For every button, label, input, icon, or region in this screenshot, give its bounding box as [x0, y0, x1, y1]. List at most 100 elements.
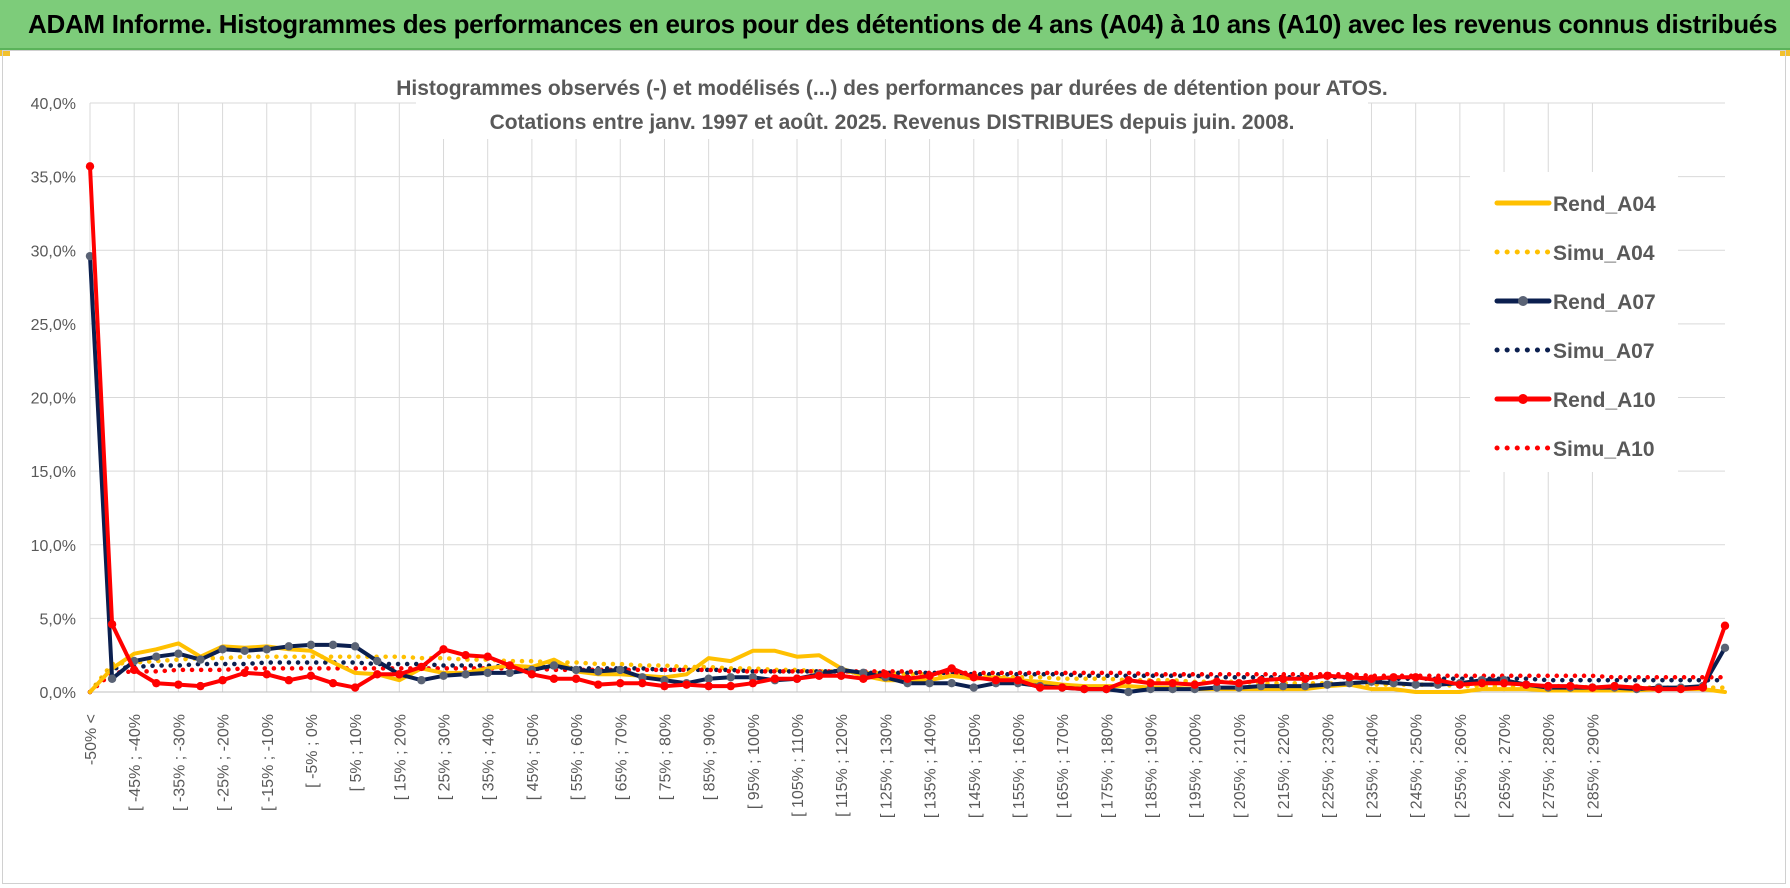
- series-line-simu_a07: [87, 660, 1728, 695]
- x-tick-label: [ -25% ; -20%: [216, 714, 233, 811]
- legend: Rend_A04 Simu_A04 Rend_A07 Simu_A07 Rend_A10…: [1494, 193, 1656, 461]
- data-point-rend_a10: [1477, 678, 1487, 688]
- legend-marker-rend_a10: [1518, 394, 1528, 404]
- x-tick-label: [ 285% ; 290%: [1585, 714, 1602, 818]
- data-point-rend_a10: [593, 680, 603, 689]
- data-point-rend_a10: [704, 681, 713, 691]
- x-tick-label: [ 55% ; 60%: [569, 714, 586, 800]
- data-point-rend_a10: [571, 674, 581, 683]
- data-point-rend_a07: [726, 673, 735, 682]
- x-tick-label: [ 135% ; 140%: [923, 714, 940, 818]
- data-point-rend_a10: [107, 620, 117, 629]
- x-tick-label: -50% <: [83, 714, 100, 765]
- data-point-rend_a10: [1256, 676, 1266, 685]
- data-point-rend_a10: [726, 681, 735, 691]
- x-tick-label: [ 115% ; 120%: [834, 714, 851, 817]
- data-point-rend_a07: [593, 667, 603, 676]
- grid-lines: [89, 102, 1725, 693]
- data-point-rend_a10: [638, 678, 647, 688]
- y-tick-label: 40,0%: [31, 96, 76, 113]
- data-point-rend_a10: [1146, 678, 1155, 688]
- legend-label-simu_a04: Simu_A04: [1553, 242, 1655, 265]
- data-point-rend_a10: [660, 681, 669, 691]
- x-tick-label: [ 215% ; 220%: [1276, 714, 1293, 818]
- x-tick-label: [ 35% ; 40%: [481, 714, 498, 800]
- data-point-rend_a10: [1013, 676, 1023, 685]
- data-point-rend_a10: [748, 678, 758, 688]
- legend-label-simu_a10: Simu_A10: [1553, 438, 1655, 461]
- data-point-rend_a07: [947, 678, 956, 688]
- data-point-rend_a10: [814, 671, 824, 681]
- data-point-rend_a07: [439, 671, 448, 681]
- chart-title-background: [416, 67, 1368, 139]
- x-tick-label: [ 275% ; 280%: [1541, 714, 1558, 818]
- y-tick-label: 25,0%: [31, 317, 76, 334]
- x-tick-label: [ 245% ; 250%: [1409, 714, 1426, 818]
- data-point-rend_a10: [1124, 676, 1133, 685]
- x-tick-label: [ 205% ; 210%: [1232, 714, 1249, 818]
- data-point-rend_a10: [1566, 681, 1575, 691]
- chart-subtitle: Cotations entre janv. 1997 et août. 2025…: [490, 111, 1295, 134]
- data-point-rend_a07: [306, 640, 316, 650]
- data-point-rend_a10: [1720, 621, 1730, 630]
- data-point-rend_a07: [284, 642, 294, 651]
- x-tick-label: [ 65% ; 70%: [613, 714, 630, 800]
- report-title: ADAM Informe. Histogrammes des performan…: [28, 9, 1778, 39]
- x-tick-label: [ 45% ; 50%: [525, 714, 542, 800]
- x-tick-label: [ 265% ; 270%: [1497, 714, 1514, 818]
- data-point-rend_a07: [549, 661, 559, 670]
- x-axis-ticks: -50% < [ -45% ; -40% [ -35% ; -30% [ -25% ;…: [83, 714, 1602, 818]
- data-point-rend_a07: [350, 642, 360, 651]
- data-point-rend_a07: [417, 676, 426, 685]
- data-point-rend_a10: [417, 662, 426, 672]
- data-point-rend_a07: [925, 678, 934, 688]
- legend-label-simu_a07: Simu_A07: [1553, 340, 1655, 363]
- data-point-rend_a10: [262, 670, 271, 679]
- data-point-rend_a10: [1323, 671, 1332, 681]
- x-tick-label: [ 15% ; 20%: [392, 714, 409, 800]
- data-point-rend_a10: [1168, 678, 1177, 688]
- data-point-rend_a07: [1323, 680, 1332, 689]
- data-point-rend_a10: [328, 678, 338, 688]
- data-point-rend_a07: [660, 676, 669, 685]
- y-axis-ticks: 0,0% 5,0% 10,0% 15,0% 20,0% 25,0% 30,0% 35,0% 40…: [31, 96, 76, 702]
- data-point-rend_a10: [1301, 674, 1310, 683]
- x-tick-label: [ 165% ; 170%: [1055, 714, 1072, 818]
- x-tick-label: [ 95% ; 100%: [746, 714, 763, 809]
- data-point-rend_a10: [1411, 673, 1420, 682]
- x-tick-label: [ -15% ; -10%: [260, 714, 277, 811]
- data-point-rend_a07: [328, 640, 338, 650]
- chart-title: Histogrammes observés (-) et modélisés (…: [396, 77, 1388, 100]
- report-banner: ADAM Informe. Histogrammes des performan…: [0, 0, 1790, 50]
- data-point-rend_a10: [969, 673, 978, 682]
- y-tick-label: 10,0%: [31, 538, 76, 555]
- x-tick-label: [ -35% ; -30%: [171, 714, 188, 811]
- data-point-rend_a07: [1301, 681, 1310, 691]
- data-point-rend_a10: [1588, 683, 1597, 692]
- x-tick-label: [ 145% ; 150%: [967, 714, 984, 818]
- data-point-rend_a07: [571, 665, 581, 675]
- data-point-rend_a10: [174, 680, 183, 689]
- data-point-rend_a10: [1190, 680, 1199, 689]
- data-point-rend_a10: [1455, 680, 1465, 689]
- data-point-rend_a10: [1080, 684, 1089, 694]
- data-point-rend_a07: [483, 668, 492, 678]
- data-point-rend_a07: [859, 668, 868, 678]
- data-point-rend_a10: [616, 678, 625, 688]
- chart-frame: [2, 50, 1786, 884]
- data-point-rend_a07: [505, 668, 514, 678]
- legend-marker-rend_a07: [1518, 296, 1528, 306]
- data-point-rend_a07: [616, 665, 625, 675]
- y-tick-label: 15,0%: [31, 464, 76, 481]
- data-point-rend_a07: [1212, 683, 1222, 692]
- data-point-rend_a10: [1367, 674, 1376, 683]
- data-point-rend_a07: [1411, 680, 1420, 689]
- data-point-rend_a10: [196, 681, 205, 691]
- legend-label-rend_a07: Rend_A07: [1553, 291, 1656, 314]
- data-point-rend_a07: [262, 645, 271, 654]
- x-tick-label: [ -45% ; -40%: [127, 714, 144, 811]
- data-point-rend_a10: [439, 645, 448, 654]
- x-tick-label: [ 75% ; 80%: [657, 714, 674, 800]
- data-point-rend_a10: [881, 670, 890, 679]
